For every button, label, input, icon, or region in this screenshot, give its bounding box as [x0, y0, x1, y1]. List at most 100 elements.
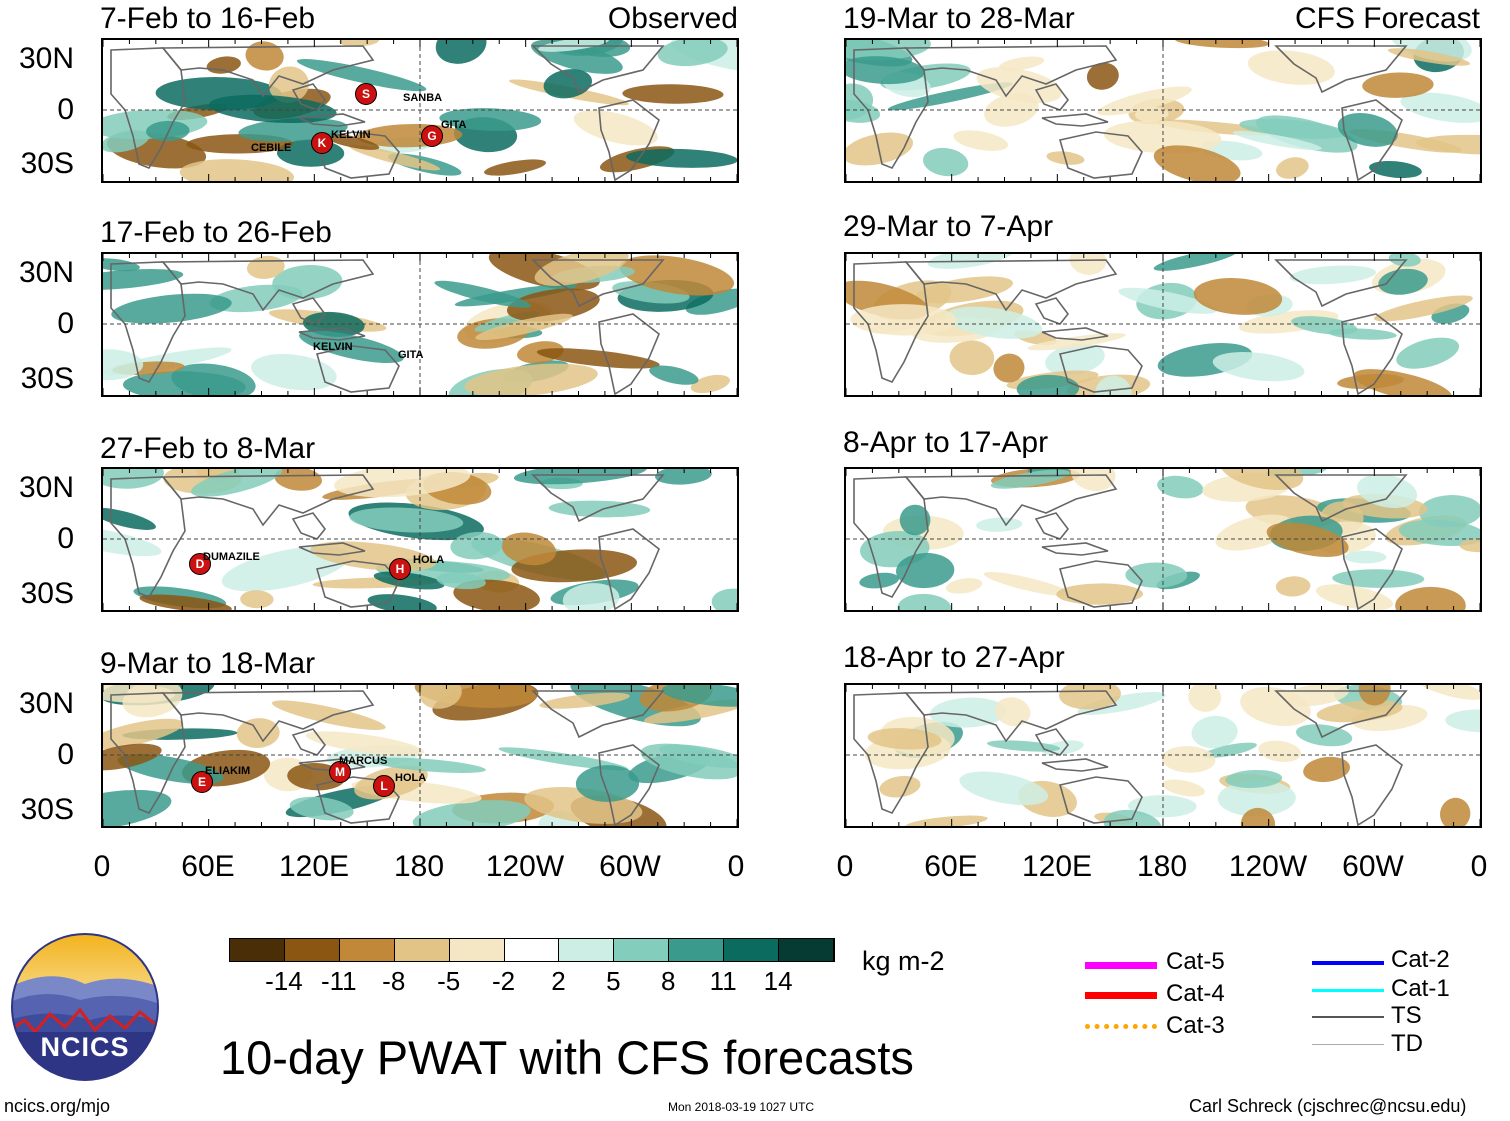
pwat-anomaly-map	[103, 685, 737, 826]
anomaly-contour	[998, 56, 1045, 71]
footer-url[interactable]: ncics.org/mjo	[4, 1096, 111, 1116]
map-panel-observed-3: D DUMAZILE H HOLA	[101, 467, 739, 612]
anomaly-contour	[322, 133, 380, 150]
anomaly-contour	[1175, 40, 1270, 49]
anomaly-contour	[1240, 807, 1276, 826]
coastline	[161, 259, 375, 312]
coastline	[161, 474, 375, 527]
anomaly-contour	[945, 578, 983, 594]
anomaly-contour	[271, 700, 386, 730]
panel-title: 17-Feb to 26-Feb	[100, 216, 332, 249]
anomaly-contour	[103, 526, 162, 557]
panel-title: 18-Apr to 27-Apr	[843, 641, 1065, 674]
legend-label: Cat-1	[1391, 975, 1450, 1002]
anomaly-contour	[923, 147, 969, 177]
anomaly-contour	[1373, 295, 1473, 322]
anomaly-contour	[953, 130, 1009, 151]
storm-marker-icon: H	[389, 558, 411, 580]
anomaly-contour	[1212, 352, 1305, 382]
panel-title: 27-Feb to 8-Mar	[100, 432, 316, 465]
coastline	[1341, 744, 1403, 826]
colorbar-units: kg m-2	[862, 946, 945, 976]
coastline	[1058, 776, 1143, 824]
anomaly-contour	[439, 108, 542, 131]
anomaly-contour	[103, 718, 184, 750]
anomaly-contour	[655, 469, 712, 485]
y-label: 0	[57, 738, 74, 771]
legend-swatch-td	[1312, 1044, 1384, 1045]
map-panel-forecast-4	[844, 683, 1482, 828]
anomaly-contour	[1193, 278, 1283, 315]
coastline	[1041, 113, 1109, 127]
anomaly-contour	[221, 546, 350, 592]
coastline	[298, 758, 366, 772]
anomaly-contour	[897, 593, 952, 610]
coastline	[1341, 528, 1403, 610]
storm-marker-icon: K	[311, 132, 333, 154]
legend-swatch-cat4	[1085, 992, 1157, 999]
anomaly-contour	[1416, 685, 1480, 700]
forecast-tag: CFS Forecast	[1294, 2, 1480, 35]
coastline	[598, 99, 660, 181]
legend-label: Cat-2	[1391, 946, 1450, 973]
panel-title: 19-Mar to 28-Mar	[843, 2, 1075, 35]
pwat-anomaly-map	[846, 685, 1480, 826]
legend-swatch-cat5	[1085, 962, 1157, 969]
coastline	[1041, 758, 1109, 772]
observed-tag: Observed	[607, 2, 738, 35]
anomaly-contour	[1161, 746, 1216, 773]
coastline	[904, 259, 1118, 312]
anomaly-contour	[1344, 550, 1387, 564]
anomaly-contour	[1103, 120, 1222, 154]
coastline	[291, 512, 327, 540]
anomaly-contour	[1134, 106, 1169, 122]
anomaly-contour	[1202, 742, 1257, 758]
pwat-anomaly-map	[103, 254, 737, 395]
colorbar-cell	[614, 939, 670, 961]
coastline	[1041, 327, 1109, 341]
main-title: 10-day PWAT with CFS forecasts	[220, 1031, 914, 1084]
anomaly-contour	[1258, 740, 1302, 762]
anomaly-contour	[513, 469, 647, 485]
anomaly-contour	[1387, 48, 1471, 66]
y-label: 30S	[20, 147, 74, 180]
storm-name-label: MARCUS	[339, 755, 388, 767]
anomaly-contour	[1128, 795, 1197, 818]
coastline	[291, 297, 327, 325]
coastline	[1034, 83, 1070, 111]
anomaly-contour	[1418, 495, 1480, 528]
anomaly-contour	[146, 120, 190, 142]
anomaly-contour	[1388, 254, 1421, 267]
legend-label: TS	[1391, 1002, 1422, 1029]
footer-author: Carl Schreck (cjschrec@ncsu.edu)	[1189, 1096, 1467, 1116]
coastline	[315, 345, 400, 393]
coastline	[531, 259, 665, 308]
colorbar-cell	[394, 939, 450, 961]
anomaly-contour	[1357, 474, 1418, 508]
y-label: 0	[57, 93, 74, 126]
anomaly-contour	[984, 93, 1039, 127]
x-label: 180	[1136, 850, 1188, 883]
coastline	[904, 474, 1118, 527]
coastline	[291, 83, 327, 111]
anomaly-contour	[1125, 562, 1188, 588]
anomaly-contour	[1059, 685, 1121, 710]
coastline	[298, 542, 366, 556]
anomaly-contour	[976, 67, 1062, 104]
storm-name-label: ELIAKIM	[205, 765, 251, 777]
anomaly-contour	[949, 340, 995, 376]
colorbar-tick-label: 8	[661, 966, 676, 996]
anomaly-contour	[1316, 584, 1393, 610]
anomaly-contour	[1103, 809, 1162, 826]
y-label: 0	[57, 307, 74, 340]
anomaly-contour	[548, 500, 651, 518]
map-panel-observed-4: E ELIAKIM M MARCUS L HOLA	[101, 683, 739, 828]
x-label: 0	[1470, 850, 1488, 883]
map-panel-forecast-2	[844, 252, 1482, 397]
coastline	[531, 45, 665, 94]
colorbar-tick-label: -5	[437, 966, 461, 996]
anomaly-contour	[245, 41, 284, 71]
coastline	[1274, 45, 1408, 94]
coastline	[298, 327, 366, 341]
x-label: 60W	[1342, 850, 1404, 883]
